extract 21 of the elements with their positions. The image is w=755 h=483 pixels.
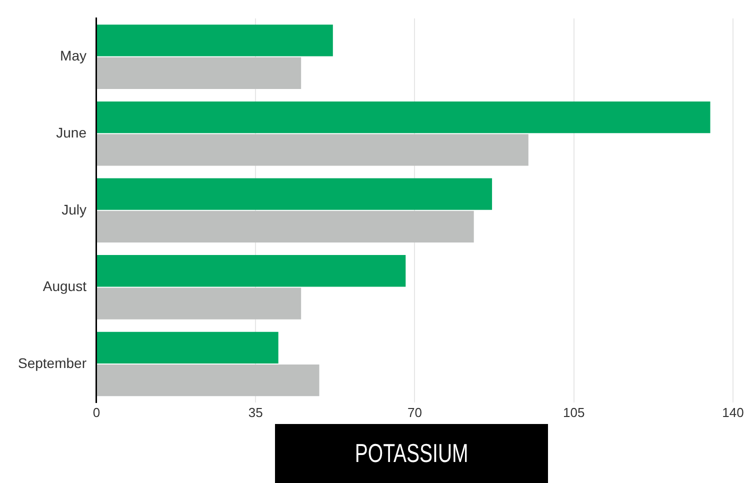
text: POTASSIUM <box>354 438 468 469</box>
bar <box>96 288 302 320</box>
bar <box>96 101 710 134</box>
y-tick-label: July <box>62 201 86 218</box>
bar <box>96 255 406 287</box>
bar <box>96 210 474 243</box>
bar <box>96 364 320 396</box>
x-tick-label: 0 <box>92 404 100 420</box>
x-tick-label: 140 <box>722 404 744 420</box>
x-tick-label: 105 <box>563 404 585 420</box>
x-tick-label: 35 <box>248 404 263 420</box>
bar <box>96 178 492 210</box>
bar <box>96 134 528 166</box>
bar <box>96 24 333 56</box>
bar <box>96 57 302 89</box>
y-tick-label: September <box>18 354 87 371</box>
y-tick-label: June <box>56 124 87 140</box>
y-tick-label: August <box>42 278 87 294</box>
y-tick-label: May <box>60 48 86 64</box>
x-tick-label: 70 <box>408 404 422 420</box>
bar <box>96 332 278 364</box>
